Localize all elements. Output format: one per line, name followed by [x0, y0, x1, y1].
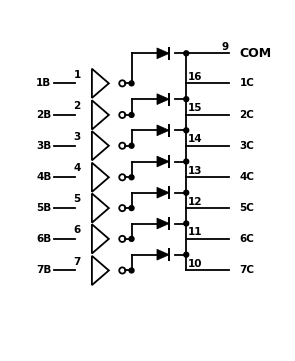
Text: 5C: 5C [239, 203, 254, 213]
Polygon shape [157, 125, 169, 136]
Circle shape [184, 159, 189, 164]
Text: 2: 2 [73, 101, 81, 111]
Circle shape [184, 97, 189, 101]
Circle shape [184, 190, 189, 195]
Text: 4: 4 [73, 164, 81, 173]
Circle shape [129, 113, 134, 117]
Text: COM: COM [239, 47, 271, 60]
Text: 1C: 1C [239, 78, 254, 88]
Circle shape [184, 221, 189, 226]
Text: 12: 12 [188, 196, 202, 206]
Text: 4C: 4C [239, 172, 254, 182]
Circle shape [184, 128, 189, 133]
Text: 15: 15 [188, 103, 202, 113]
Circle shape [129, 206, 134, 210]
Circle shape [129, 81, 134, 86]
Circle shape [129, 236, 134, 242]
Polygon shape [157, 48, 169, 59]
Text: 7C: 7C [239, 265, 254, 275]
Text: 4B: 4B [36, 172, 51, 182]
Circle shape [129, 268, 134, 273]
Text: 14: 14 [188, 134, 202, 144]
Text: 1B: 1B [36, 78, 51, 88]
Circle shape [129, 175, 134, 180]
Text: 2B: 2B [36, 110, 51, 120]
Text: 9: 9 [222, 42, 229, 52]
Text: 6C: 6C [239, 234, 254, 244]
Text: 3B: 3B [36, 141, 51, 151]
Polygon shape [157, 156, 169, 167]
Circle shape [184, 51, 189, 56]
Polygon shape [157, 187, 169, 198]
Text: 7B: 7B [36, 265, 51, 275]
Circle shape [129, 143, 134, 148]
Text: 16: 16 [188, 72, 202, 82]
Text: 1: 1 [73, 70, 81, 79]
Text: 11: 11 [188, 227, 202, 238]
Polygon shape [157, 249, 169, 260]
Circle shape [184, 252, 189, 257]
Text: 3: 3 [73, 132, 81, 142]
Text: 3C: 3C [239, 141, 254, 151]
Text: 6: 6 [73, 225, 81, 235]
Text: 13: 13 [188, 166, 202, 176]
Text: 2C: 2C [239, 110, 254, 120]
Text: 7: 7 [73, 257, 81, 267]
Text: 6B: 6B [36, 234, 51, 244]
Text: 5: 5 [73, 194, 81, 204]
Text: 10: 10 [188, 259, 202, 269]
Polygon shape [157, 218, 169, 229]
Text: 5B: 5B [36, 203, 51, 213]
Polygon shape [157, 94, 169, 105]
